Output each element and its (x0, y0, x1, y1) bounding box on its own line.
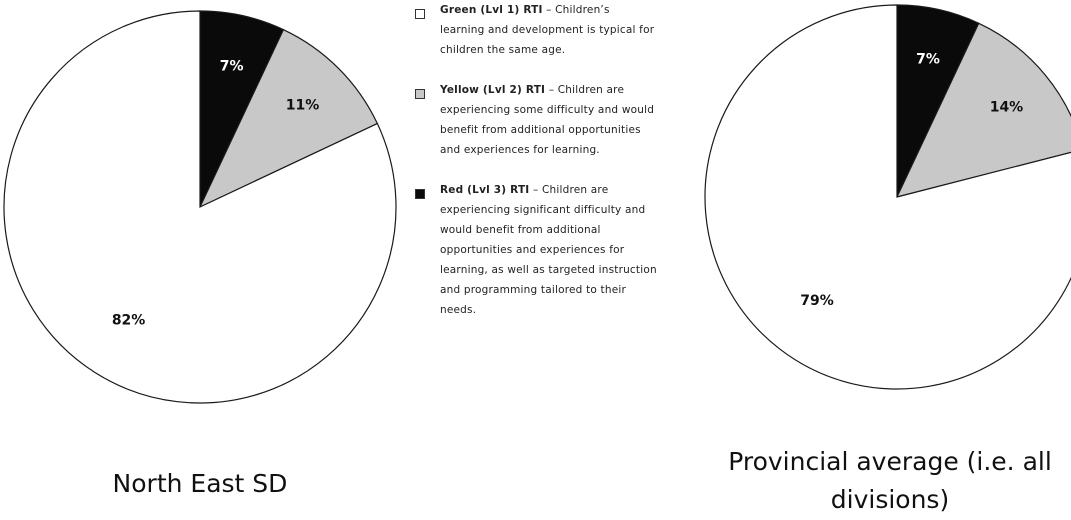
data-label-red: 7% (916, 51, 940, 67)
legend-description-yellow: Children are experiencing some difficult… (440, 84, 655, 156)
pie-slice-yellow (895, 22, 1071, 198)
pie-chart-north-east-sd: 7% 11% 82% (3, 10, 397, 404)
chart-title-provincial-average: Provincial average (i.e. all divisions) (728, 447, 1052, 514)
pie-slice-green (704, 4, 1071, 390)
legend-label-red: Red (Lvl 3) RTI (440, 184, 530, 196)
legend-item-red: Red (Lvl 3) RTI – Children are experienc… (412, 180, 657, 320)
pie-slice-yellow (198, 28, 379, 209)
legend-swatch-yellow (415, 89, 425, 99)
data-label-yellow: 14% (990, 99, 1024, 115)
chart-title-north-east-sd: North East SD (112, 469, 288, 498)
legend-separator: – (529, 184, 542, 196)
legend-label-yellow: Yellow (Lvl 2) RTI (440, 84, 546, 96)
legend-item-yellow: Yellow (Lvl 2) RTI – Children are experi… (412, 80, 657, 160)
legend: Green (Lvl 1) RTI – Children’s learning … (412, 0, 657, 320)
data-label-red: 7% (220, 58, 244, 74)
legend-label-green: Green (Lvl 1) RTI (440, 4, 543, 16)
data-label-green: 82% (112, 313, 146, 329)
legend-separator: – (545, 84, 558, 96)
pie-slice-green (3, 10, 397, 404)
pie-chart-provincial-average: 7% 14% 79% (704, 4, 1071, 390)
data-label-green: 79% (800, 293, 834, 309)
data-label-yellow: 11% (286, 97, 320, 113)
legend-description-green: Children’s learning and development is t… (440, 4, 655, 56)
legend-separator: – (542, 4, 556, 16)
legend-swatch-red (415, 189, 425, 199)
legend-swatch-green (415, 9, 425, 19)
legend-item-green: Green (Lvl 1) RTI – Children’s learning … (412, 0, 657, 60)
legend-description-red: Children are experiencing significant di… (440, 184, 657, 316)
